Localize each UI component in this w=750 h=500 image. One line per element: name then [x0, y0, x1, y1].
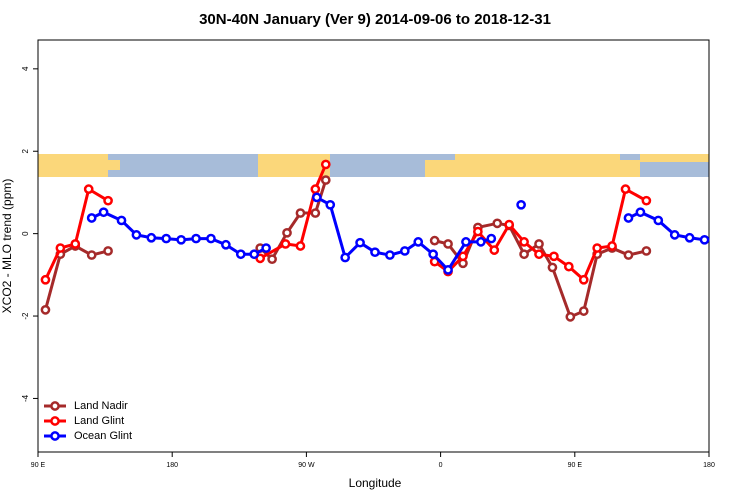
data-point [592, 243, 603, 253]
data-point [235, 249, 246, 260]
data-point [295, 241, 306, 251]
data-point [578, 306, 589, 316]
data-point [98, 207, 109, 218]
data-point [221, 239, 231, 250]
data-point [280, 239, 291, 249]
x-tick-label: 180 [166, 462, 178, 469]
data-point [607, 241, 617, 251]
data-point [641, 246, 652, 256]
y-axis-label: XCO2 - MLO trend (ppm) [0, 179, 14, 314]
data-point [116, 215, 127, 226]
data-point [684, 232, 695, 243]
y-tick-label: -2 [21, 312, 30, 320]
data-point [282, 227, 292, 238]
data-point [549, 251, 559, 262]
data-point [103, 195, 113, 206]
data-point [565, 312, 576, 322]
data-point [83, 184, 94, 194]
x-tick-label: 90 E [31, 462, 46, 469]
data-point [473, 226, 483, 237]
data-point [547, 262, 558, 273]
legend-marker [50, 401, 60, 411]
data-point [325, 199, 336, 210]
data-point [103, 246, 113, 256]
data-point [385, 250, 395, 260]
data-point [413, 237, 424, 247]
data-point [261, 243, 271, 253]
data-point [635, 207, 646, 218]
data-point [70, 239, 81, 249]
data-point [443, 239, 453, 249]
legend-label: Land Nadir [74, 400, 128, 412]
data-point [461, 237, 471, 247]
chart-title: 30N-40N January (Ver 9) 2014-09-06 to 20… [199, 11, 551, 28]
data-point [370, 247, 380, 258]
data-point [320, 159, 331, 170]
data-point [519, 249, 529, 260]
data-point [563, 261, 574, 272]
legend-label: Ocean Glint [74, 430, 132, 442]
data-point [429, 235, 440, 246]
data-point [489, 245, 500, 255]
y-tick-label: 0 [21, 231, 30, 236]
data-point [86, 213, 97, 223]
data-point [295, 208, 306, 218]
data-point [534, 239, 544, 249]
data-point [176, 234, 186, 245]
y-tick-label: 2 [21, 148, 30, 153]
data-point [267, 254, 277, 265]
data-point [641, 195, 652, 206]
x-axis-label: Longitude [349, 476, 402, 490]
data-point [399, 246, 410, 256]
data-point [476, 237, 486, 247]
data-point [699, 234, 710, 245]
map-strip [38, 154, 709, 177]
data-point [86, 250, 97, 260]
data-point [534, 249, 544, 260]
data-point [249, 249, 260, 260]
data-point [486, 233, 497, 244]
data-point [620, 184, 631, 194]
data-point [206, 233, 216, 244]
data-point [669, 230, 680, 240]
data-point [146, 232, 157, 243]
data-point [623, 250, 634, 260]
legend-marker [50, 416, 60, 426]
data-point [191, 233, 201, 244]
legend-label: Land Glint [74, 415, 124, 427]
x-tick-label: 90 W [298, 462, 315, 469]
data-point [492, 218, 503, 229]
data-point [355, 237, 365, 248]
data-point [340, 252, 351, 263]
data-point [40, 274, 51, 285]
data-point [519, 237, 529, 247]
data-point [311, 192, 322, 203]
series-line [44, 186, 109, 281]
data-point [310, 208, 321, 218]
x-tick-label: 90 E [568, 462, 583, 469]
y-tick-label: -4 [21, 394, 30, 402]
plot-frame [37, 39, 710, 453]
x-tick-label: 180 [703, 462, 715, 469]
data-point [578, 274, 589, 285]
x-tick-label: 0 [439, 462, 443, 469]
data-point [40, 305, 51, 315]
data-point [55, 243, 66, 253]
legend-marker [50, 431, 60, 441]
data-point [428, 249, 438, 260]
data-point [161, 233, 172, 244]
data-point [320, 175, 331, 185]
y-tick-label: 4 [21, 66, 30, 71]
data-point [310, 184, 321, 194]
data-point [653, 215, 664, 226]
data-point [504, 219, 515, 230]
data-point [516, 199, 526, 210]
data-point [443, 265, 453, 275]
data-point [623, 213, 634, 223]
data-point [458, 251, 468, 262]
data-point [131, 230, 142, 240]
series-line [44, 244, 109, 311]
